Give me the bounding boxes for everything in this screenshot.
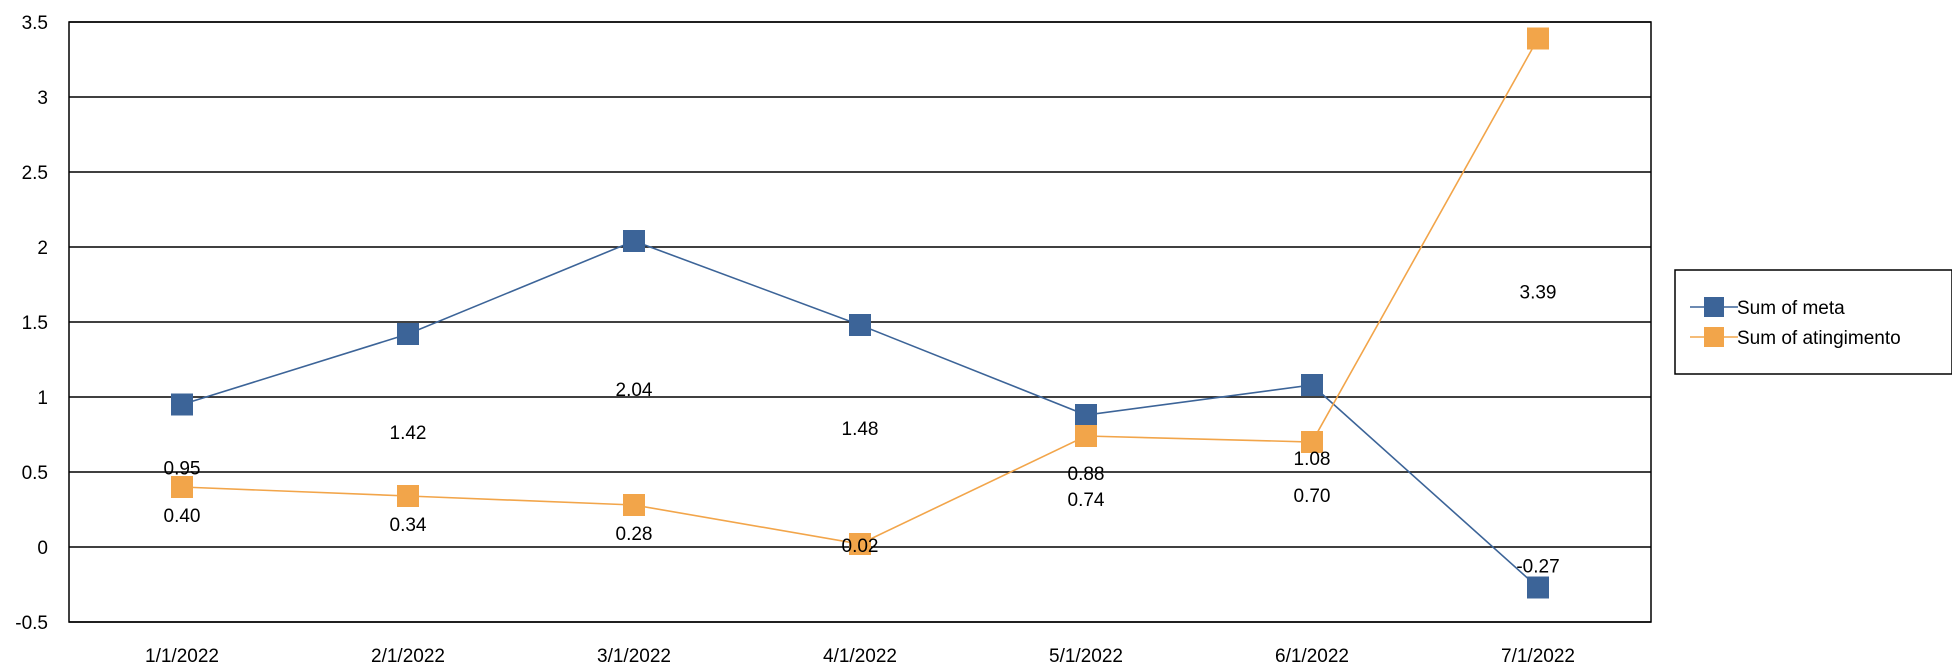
data-label: 0.74 (1068, 490, 1105, 511)
series-1-marker (849, 533, 871, 555)
legend-marker-1 (1704, 327, 1724, 347)
x-tick-label: 3/1/2022 (597, 646, 671, 666)
series-0-marker (849, 314, 871, 336)
y-axis-ticks: -0.5 0 0.5 1 1.5 2 2.5 3 3.5 (15, 13, 48, 634)
series-1-marker (1075, 425, 1097, 447)
series-1-marker (1527, 27, 1549, 50)
y-tick-label: 0.5 (22, 463, 48, 484)
data-label: 1.08 (1294, 449, 1331, 470)
series-1-marker (397, 485, 419, 507)
x-tick-label: 6/1/2022 (1275, 646, 1349, 666)
data-label: -0.27 (1516, 557, 1559, 578)
y-tick-label: 2.5 (22, 163, 48, 184)
x-tick-label: 4/1/2022 (823, 646, 897, 666)
data-label: 3.39 (1520, 283, 1557, 304)
y-tick-label: 3.5 (22, 13, 48, 34)
series-0-marker (397, 323, 419, 345)
y-tick-label: 3 (37, 88, 48, 109)
data-label: 0.02 (842, 536, 879, 557)
x-tick-label: 7/1/2022 (1501, 646, 1575, 666)
series-0-marker (1527, 576, 1549, 599)
data-label: 0.95 (164, 459, 201, 480)
legend-label-0: Sum of meta (1737, 298, 1845, 319)
data-label: 1.48 (842, 419, 879, 440)
plot-border (68, 21, 1652, 623)
y-tick-label: 1.5 (22, 313, 48, 334)
series-1-marker (171, 476, 193, 498)
data-label: 0.28 (616, 524, 653, 545)
y-tick-label: 2 (37, 238, 48, 259)
legend-label-1: Sum of atingimento (1737, 328, 1901, 349)
series-layer (171, 27, 1549, 599)
data-label: 0.70 (1294, 486, 1331, 507)
data-label: 0.34 (390, 515, 427, 536)
legend: Sum of meta Sum of atingimento (1674, 269, 1952, 375)
series-0-marker (1301, 374, 1323, 396)
x-axis-ticks: 1/1/2022 2/1/2022 3/1/2022 4/1/2022 5/1/2022… (145, 646, 1575, 666)
series-0-marker (623, 230, 645, 252)
series-1-marker (1301, 431, 1323, 453)
series-0-marker (1075, 404, 1097, 426)
y-tick-label: 0 (37, 538, 48, 559)
data-label: 2.04 (616, 380, 653, 401)
series-0-marker (171, 393, 193, 416)
y-tick-label: -0.5 (15, 613, 48, 634)
data-labels: 0.95 1.42 2.04 1.48 0.88 1.08 -0.27 0.40 0.34 0.2… (164, 283, 1560, 578)
series-1-marker (623, 494, 645, 516)
data-label: 0.40 (164, 506, 201, 527)
legend-marker-0 (1704, 297, 1724, 317)
x-tick-label: 5/1/2022 (1049, 646, 1123, 666)
x-tick-label: 2/1/2022 (371, 646, 445, 666)
x-tick-label: 1/1/2022 (145, 646, 219, 666)
data-label: 1.42 (390, 423, 427, 444)
y-tick-label: 1 (37, 388, 48, 409)
legend-box (1674, 269, 1952, 375)
data-label: 0.88 (1068, 464, 1105, 485)
